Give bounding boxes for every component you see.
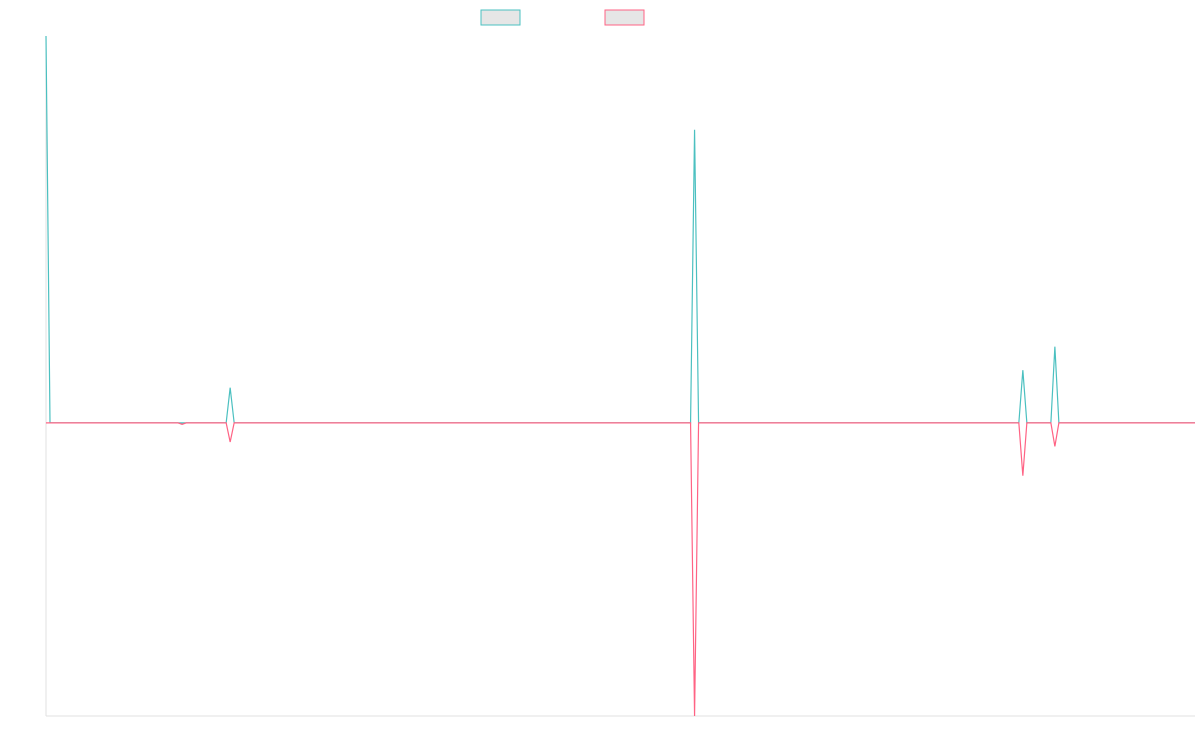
legend-swatch (604, 9, 645, 26)
line-series (45, 35, 1195, 424)
legend-swatch (480, 9, 521, 26)
line-series (46, 422, 1195, 717)
